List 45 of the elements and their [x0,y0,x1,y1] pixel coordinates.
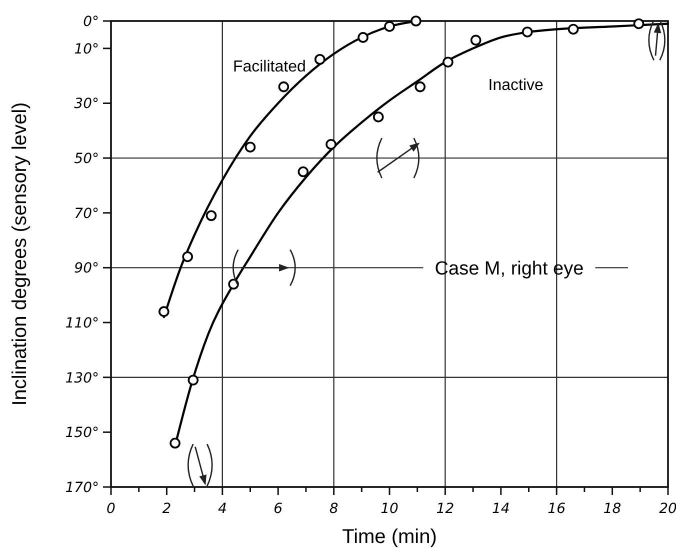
y-tick-label: 90° [74,260,99,277]
point [372,112,384,122]
y-tick-label: 50° [74,151,99,168]
point [158,306,170,317]
point [384,21,395,32]
x-tick-label: 8 [329,501,338,517]
y-tick-label: 170° [65,480,99,496]
point [278,81,290,92]
point [298,166,309,178]
y-tick-label: 70° [74,206,99,222]
point [182,251,193,262]
point [414,81,426,92]
point [314,54,326,65]
x-axis-title: Time (min) [342,526,437,548]
x-tick-label: 18 [603,501,622,517]
point [326,138,336,150]
point [470,34,482,46]
x-tick-label: 4 [218,501,227,517]
point [442,56,454,68]
point [170,438,180,449]
y-tick-label: 30° [74,96,99,112]
point [206,210,217,222]
y-tick-label: 0° [83,14,99,30]
y-axis-title: Inclination degrees (sensory level) [9,102,31,406]
x-tick-label: 16 [548,501,566,517]
point [358,32,368,43]
text: Inactive [488,77,544,94]
series-label: Facilitated [232,58,306,76]
point [188,374,199,386]
x-tick-label: 0 [106,501,116,517]
y-tick-label: 110° [65,316,99,332]
x-tick-label: 6 [274,501,283,517]
y-tick-label: 150° [65,425,99,442]
point [244,142,256,152]
y-tick-label: 10° [74,41,99,58]
x-tick-label: 12 [436,501,454,517]
point [410,16,422,26]
y-tick-label: 130° [65,370,99,386]
x-tick-label: 14 [492,501,510,517]
x-tick-label: 10 [380,501,398,517]
point [633,18,644,30]
point [522,26,533,38]
point [568,24,579,35]
x-tick-label: 20 [659,501,676,517]
x-tick-label: 2 [162,501,172,517]
